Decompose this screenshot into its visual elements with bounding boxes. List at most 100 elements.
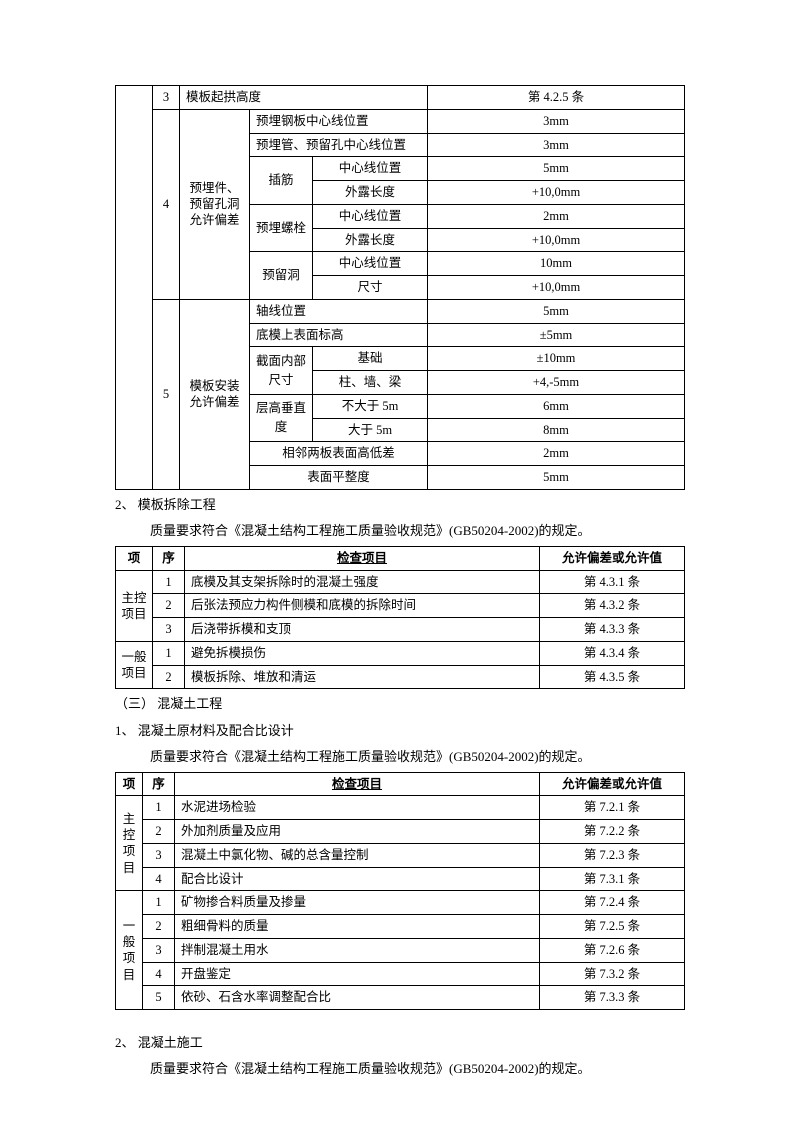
item-cell: 预埋螺栓: [250, 204, 313, 252]
value-cell: 5mm: [428, 466, 685, 490]
table-row: 2 粗细骨料的质量 第 7.2.5 条: [116, 915, 685, 939]
table-concrete-materials: 项 序 检查项目 允许偏差或允许值 主控项目 1 水泥进场检验 第 7.2.1 …: [115, 772, 685, 1011]
value-cell: 8mm: [428, 418, 685, 442]
sub-cell: 基础: [313, 347, 428, 371]
value-cell: +10,0mm: [428, 181, 685, 205]
seq-cell: 1: [153, 641, 185, 665]
item-cell: 开盘鉴定: [175, 962, 540, 986]
seq-cell: 3: [153, 618, 185, 642]
value-cell: 3mm: [428, 133, 685, 157]
table-row: 2 模板拆除、堆放和清运 第 4.3.5 条: [116, 665, 685, 689]
value-cell: 第 7.2.5 条: [540, 915, 685, 939]
header-cell: 序: [153, 546, 185, 570]
category-cell: 主控项目: [116, 570, 153, 641]
value-cell: 3mm: [428, 109, 685, 133]
header-cell: 项: [116, 772, 143, 796]
document-page: 3 模板起拱高度 第 4.2.5 条 4 预埋件、预留孔洞允许偏差 预埋钢板中心…: [0, 0, 800, 1124]
category-cell: 模板安装允许偏差: [180, 299, 250, 489]
spacer: [115, 1010, 685, 1028]
item-cell: 避免拆模损伤: [185, 641, 540, 665]
item-cell: 截面内部尺寸: [250, 347, 313, 395]
seq-cell: 4: [143, 962, 175, 986]
section-heading: 2、 混凝土施工: [115, 1032, 685, 1054]
value-cell: 2mm: [428, 204, 685, 228]
value-cell: 第 4.3.1 条: [540, 570, 685, 594]
value-cell: 第 4.3.3 条: [540, 618, 685, 642]
category-cell: 一般项目: [116, 891, 143, 1010]
section-heading: 2、 模板拆除工程: [115, 494, 685, 516]
item-cell: 矿物掺合料质量及掺量: [175, 891, 540, 915]
header-cell: 允许偏差或允许值: [540, 546, 685, 570]
section-note: 质量要求符合《混凝土结构工程施工质量验收规范》(GB50204-2002)的规定…: [115, 1058, 685, 1080]
category-cell: 预埋件、预留孔洞允许偏差: [180, 109, 250, 299]
table-row: 2 后张法预应力构件侧模和底模的拆除时间 第 4.3.2 条: [116, 594, 685, 618]
value-cell: +10,0mm: [428, 228, 685, 252]
item-cell: 表面平整度: [250, 466, 428, 490]
table-row: 4 配合比设计 第 7.3.1 条: [116, 867, 685, 891]
value-cell: 第 7.3.2 条: [540, 962, 685, 986]
value-cell: 第 7.2.4 条: [540, 891, 685, 915]
table-formwork-tolerance: 3 模板起拱高度 第 4.2.5 条 4 预埋件、预留孔洞允许偏差 预埋钢板中心…: [115, 85, 685, 490]
section-heading: （三） 混凝土工程: [115, 693, 685, 715]
value-cell: +10,0mm: [428, 276, 685, 300]
sub-cell: 外露长度: [313, 228, 428, 252]
empty-cell: [116, 86, 153, 490]
table-row: 一般项目 1 避免拆模损伤 第 4.3.4 条: [116, 641, 685, 665]
header-cell: 项: [116, 546, 153, 570]
seq-cell: 2: [153, 665, 185, 689]
seq-cell: 3: [153, 86, 180, 110]
table-row: 5 依砂、石含水率调整配合比 第 7.3.3 条: [116, 986, 685, 1010]
item-cell: 预埋管、预留孔中心线位置: [250, 133, 428, 157]
item-cell: 依砂、石含水率调整配合比: [175, 986, 540, 1010]
seq-cell: 1: [143, 891, 175, 915]
header-cell: 检查项目: [185, 546, 540, 570]
value-cell: 第 4.3.5 条: [540, 665, 685, 689]
table-row: 主控项目 1 底模及其支架拆除时的混凝土强度 第 4.3.1 条: [116, 570, 685, 594]
table-row: 3 混凝土中氯化物、碱的总含量控制 第 7.2.3 条: [116, 843, 685, 867]
table-row: 一般项目 1 矿物掺合料质量及掺量 第 7.2.4 条: [116, 891, 685, 915]
seq-cell: 3: [143, 843, 175, 867]
item-cell: 相邻两板表面高低差: [250, 442, 428, 466]
value-cell: 第 7.2.3 条: [540, 843, 685, 867]
value-cell: 第 7.3.1 条: [540, 867, 685, 891]
item-cell: 后浇带拆模和支顶: [185, 618, 540, 642]
seq-cell: 4: [143, 867, 175, 891]
seq-cell: 1: [143, 796, 175, 820]
section-heading: 1、 混凝土原材料及配合比设计: [115, 720, 685, 742]
value-cell: 第 7.3.3 条: [540, 986, 685, 1010]
section-note: 质量要求符合《混凝土结构工程施工质量验收规范》(GB50204-2002)的规定…: [115, 520, 685, 542]
item-cell: 水泥进场检验: [175, 796, 540, 820]
item-cell: 后张法预应力构件侧模和底模的拆除时间: [185, 594, 540, 618]
table-row: 4 预埋件、预留孔洞允许偏差 预埋钢板中心线位置 3mm: [116, 109, 685, 133]
table-header: 项 序 检查项目 允许偏差或允许值: [116, 546, 685, 570]
seq-cell: 5: [143, 986, 175, 1010]
value-cell: 第 4.3.4 条: [540, 641, 685, 665]
value-cell: 第 7.2.6 条: [540, 938, 685, 962]
value-cell: 10mm: [428, 252, 685, 276]
item-cell: 粗细骨料的质量: [175, 915, 540, 939]
value-cell: 5mm: [428, 157, 685, 181]
item-cell: 预埋钢板中心线位置: [250, 109, 428, 133]
value-cell: 第 7.2.1 条: [540, 796, 685, 820]
table-header: 项 序 检查项目 允许偏差或允许值: [116, 772, 685, 796]
category-cell: 主控项目: [116, 796, 143, 891]
value-cell: ±10mm: [428, 347, 685, 371]
value-cell: 5mm: [428, 299, 685, 323]
table-row: 4 开盘鉴定 第 7.3.2 条: [116, 962, 685, 986]
section-note: 质量要求符合《混凝土结构工程施工质量验收规范》(GB50204-2002)的规定…: [115, 746, 685, 768]
seq-cell: 2: [153, 594, 185, 618]
item-cell: 层高垂直度: [250, 394, 313, 442]
sub-cell: 不大于 5m: [313, 394, 428, 418]
sub-cell: 中心线位置: [313, 204, 428, 228]
value-cell: 第 7.2.2 条: [540, 820, 685, 844]
item-cell: 模板拆除、堆放和清运: [185, 665, 540, 689]
table-row: 3 拌制混凝土用水 第 7.2.6 条: [116, 938, 685, 962]
seq-cell: 1: [153, 570, 185, 594]
item-cell: 插筋: [250, 157, 313, 205]
table-row: 3 后浇带拆模和支顶 第 4.3.3 条: [116, 618, 685, 642]
sub-cell: 外露长度: [313, 181, 428, 205]
sub-cell: 中心线位置: [313, 157, 428, 181]
item-cell: 轴线位置: [250, 299, 428, 323]
header-cell: 检查项目: [175, 772, 540, 796]
item-cell: 模板起拱高度: [180, 86, 428, 110]
